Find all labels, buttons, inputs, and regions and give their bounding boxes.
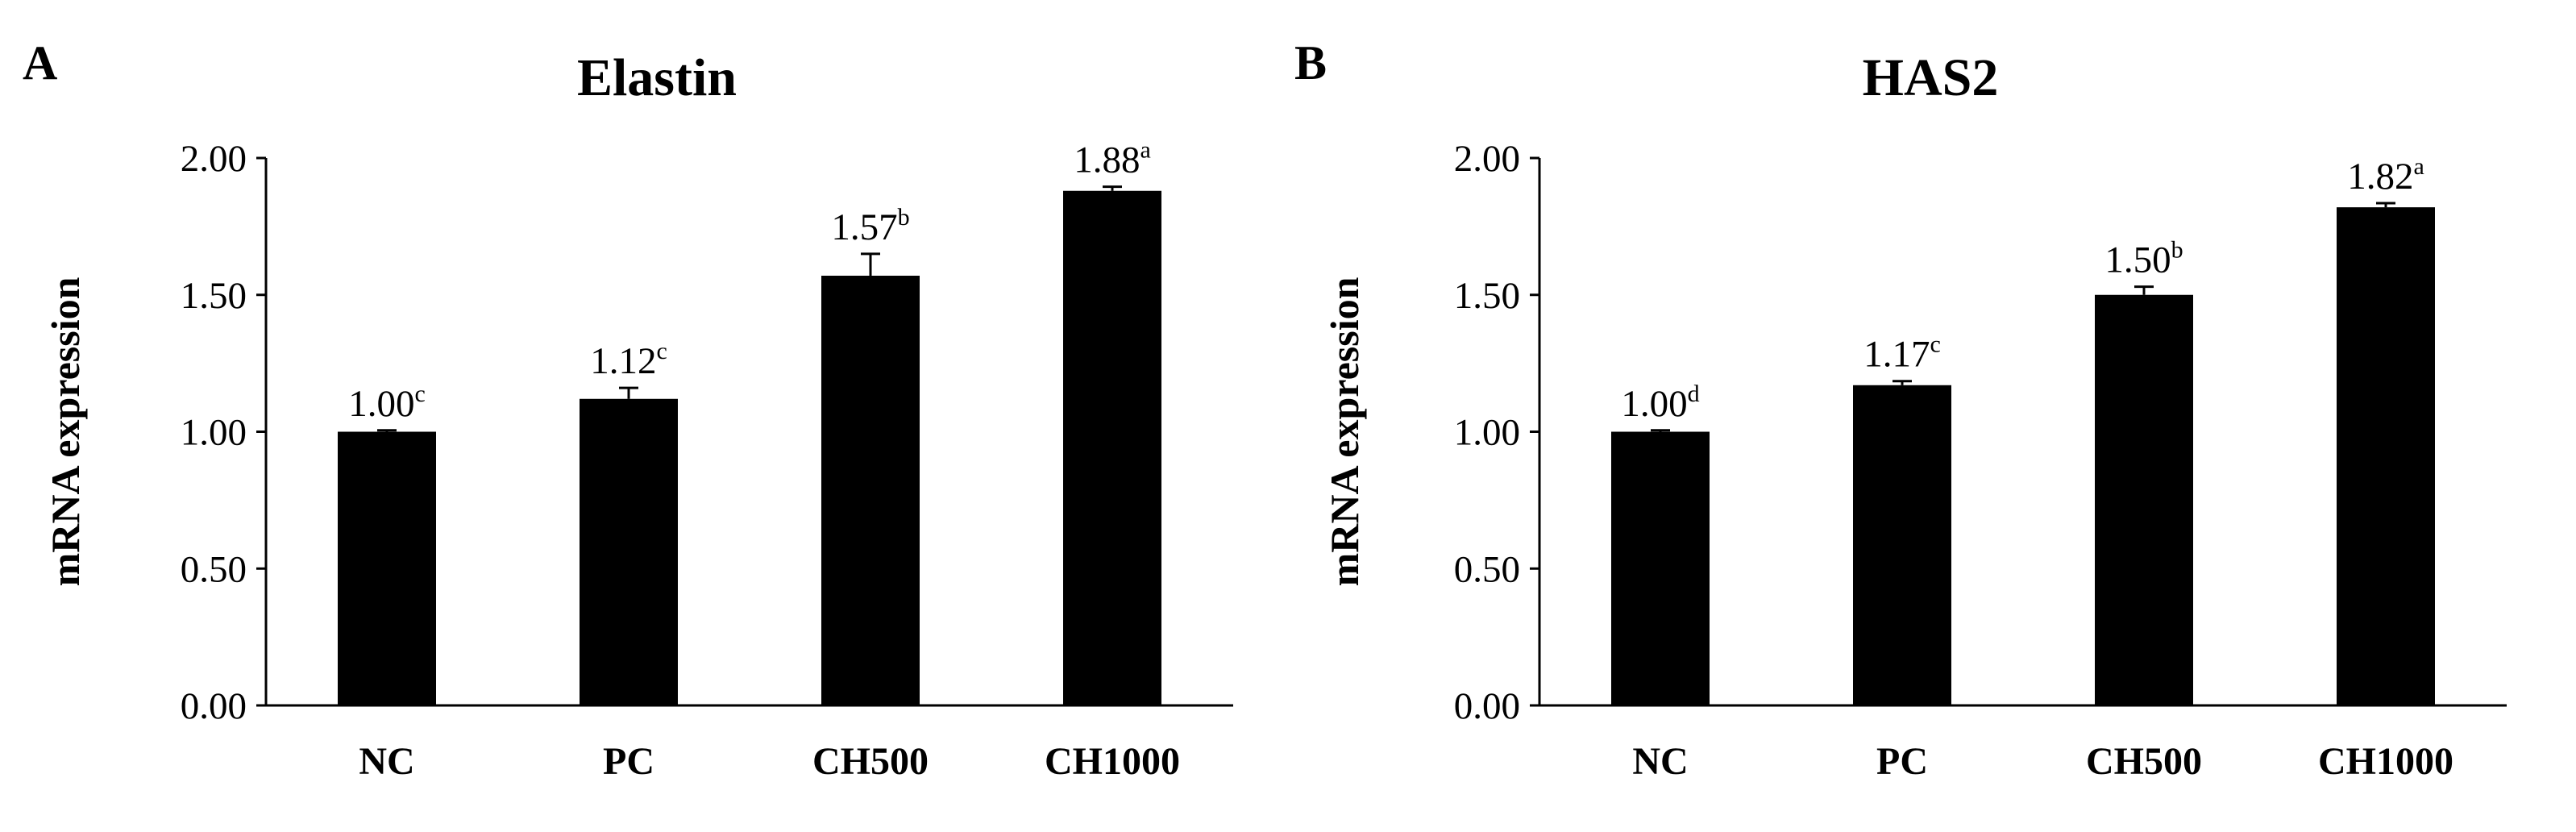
data-label-ch1000: 1.82a [2347,153,2424,198]
chart-title: Elastin [577,48,737,107]
significance-letter: b [2171,237,2183,264]
error-bar-ch500 [2134,285,2154,295]
y-tick-label: 1.50 [1454,275,1520,317]
y-tick-label: 0.50 [1454,548,1520,590]
significance-letter: c [656,338,667,364]
y-axis-label: mRNA expression [43,277,88,586]
significance-letter: b [898,204,910,231]
panel-letter-b: B [1294,36,1327,89]
bar-ch1000 [1063,190,1161,706]
significance-letter: c [1930,331,1940,358]
x-category-ch1000: CH1000 [2318,740,2453,783]
error-bar-pc [619,386,638,399]
data-label-nc: 1.00d [1621,381,1699,425]
significance-letter: d [1688,381,1700,407]
bar-pc [580,398,678,705]
significance-letter: c [414,381,425,407]
bar-pc [1853,385,1951,705]
error-bar-pc [1893,380,1912,385]
significance-letter: a [2413,153,2424,180]
y-tick-label: 0.50 [181,548,247,590]
x-category-ch1000: CH1000 [1045,740,1180,783]
x-category-pc: PC [603,740,654,783]
x-category-ch500: CH500 [812,740,929,783]
data-label-ch500: 1.57b [831,204,909,248]
y-tick-label: 1.00 [1454,412,1520,454]
chart-title: HAS2 [1863,48,1999,107]
error-bar-ch500 [861,252,880,276]
data-label-ch1000: 1.88a [1074,137,1151,181]
x-category-nc: NC [1632,740,1688,783]
data-label-ch500: 1.50b [2104,237,2183,281]
y-tick-label: 1.00 [181,412,247,454]
y-tick-label: 2.00 [1454,138,1520,180]
y-tick-label: 1.50 [181,275,247,317]
error-bar-nc [1651,429,1670,432]
panel-letter-a: A [23,36,58,89]
error-bar-nc [377,429,397,432]
bar-nc [1611,431,1710,705]
bar-ch500 [821,275,920,705]
significance-letter: a [1140,137,1150,164]
error-bar-ch1000 [2376,202,2395,208]
x-category-ch500: CH500 [2086,740,2202,783]
data-label-nc: 1.00c [348,381,426,425]
y-tick-label: 0.00 [181,685,247,727]
error-bar-ch1000 [1103,185,1122,191]
data-label-pc: 1.12c [590,338,667,382]
x-category-pc: PC [1876,740,1928,783]
x-category-nc: NC [359,740,414,783]
y-tick-label: 0.00 [1454,685,1520,727]
bar-ch500 [2095,294,2193,705]
y-tick-label: 2.00 [181,138,247,180]
bar-nc [338,431,436,705]
bar-ch1000 [2337,207,2435,705]
y-axis-label: mRNA expression [1322,277,1367,586]
data-label-pc: 1.17c [1863,331,1941,376]
